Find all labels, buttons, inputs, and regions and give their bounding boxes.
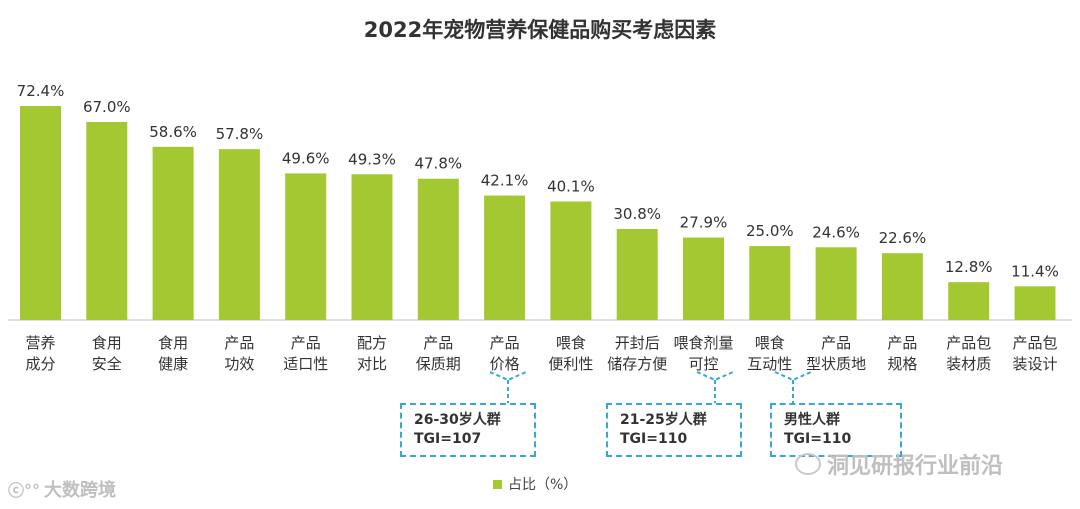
bar [218, 149, 260, 320]
category-label: 喂食 [755, 334, 785, 352]
watermark-logo-icon: ⓒ°° [8, 481, 41, 500]
callout-line2: TGI=107 [414, 431, 482, 447]
bar [749, 246, 791, 320]
data-label: 11.4% [1011, 262, 1059, 280]
category-label: 互动性 [747, 355, 792, 373]
legend-swatch [493, 479, 502, 489]
data-label: 27.9% [680, 214, 728, 232]
category-label: 装材质 [946, 355, 991, 373]
data-label: 40.1% [547, 177, 595, 195]
bar [550, 201, 592, 320]
watermark-right: 洞见研报行业前沿 [795, 448, 1003, 480]
callout-line2: TGI=110 [784, 431, 852, 447]
category-label: 喂食剂量 [673, 334, 733, 352]
category-label: 安全 [92, 355, 122, 373]
bar [484, 195, 526, 320]
category-label: 功效 [224, 355, 254, 373]
bar [683, 237, 724, 320]
callout-male: 男性人群 TGI=110 [770, 403, 902, 457]
bar [351, 174, 393, 320]
wechat-icon [795, 453, 821, 475]
data-label: 47.8% [414, 155, 462, 173]
bar [417, 178, 459, 320]
bar [881, 253, 923, 320]
bar [285, 173, 327, 320]
data-label: 12.8% [945, 258, 993, 276]
bar [1014, 286, 1056, 320]
category-label: 储存方便 [607, 355, 667, 373]
callout-line1: 26-30岁人群 [414, 412, 501, 428]
category-label: 配方 [357, 334, 387, 352]
data-label: 30.8% [613, 205, 661, 223]
chart-title: 2022年宠物营养保健品购买考虑因素 [363, 18, 717, 42]
category-label: 喂食 [556, 334, 586, 352]
callout-pointer [489, 371, 527, 382]
callout-age-26-30: 26-30岁人群 TGI=107 [400, 403, 536, 457]
category-label: 型状质地 [806, 355, 866, 373]
bar [815, 247, 857, 320]
data-label: 49.6% [282, 149, 330, 167]
category-label: 对比 [357, 355, 387, 373]
category-label: 产品 [821, 334, 851, 352]
category-label: 营养 [25, 334, 55, 352]
category-label: 开封后 [615, 334, 660, 352]
bar [152, 146, 194, 320]
callout-age-21-25: 21-25岁人群 TGI=110 [606, 403, 742, 457]
category-label: 健康 [158, 355, 188, 373]
category-label: 产品 [291, 334, 321, 352]
data-label: 72.4% [17, 82, 65, 100]
bar [86, 121, 128, 320]
data-label: 42.1% [481, 172, 529, 190]
data-label: 58.6% [149, 123, 197, 141]
data-label: 25.0% [746, 222, 794, 240]
callout-pointer [696, 371, 734, 382]
category-label: 食用 [92, 334, 122, 352]
category-label: 保质期 [416, 355, 461, 373]
legend: 占比（%） [493, 474, 577, 494]
data-label: 57.8% [216, 125, 264, 143]
category-label: 适口性 [283, 355, 328, 373]
data-label: 22.6% [879, 229, 927, 247]
watermark-left-text: 大数跨境 [44, 480, 117, 501]
data-label: 67.0% [83, 98, 131, 116]
category-label: 价格 [490, 355, 520, 373]
watermark-right-text: 洞见研报行业前沿 [827, 454, 1004, 479]
category-label: 便利性 [548, 355, 593, 373]
category-label: 产品 [224, 334, 254, 352]
category-label: 产品 [423, 334, 453, 352]
callout-line2: TGI=110 [620, 431, 688, 447]
category-label: 规格 [887, 355, 917, 373]
bar [948, 282, 990, 320]
data-label: 24.6% [812, 223, 860, 241]
category-label: 成分 [25, 355, 55, 373]
category-label: 装设计 [1012, 355, 1057, 373]
category-label: 产品 [887, 334, 917, 352]
category-label: 产品 [490, 334, 520, 352]
callout-line1: 男性人群 [784, 412, 840, 428]
category-label: 产品包 [946, 334, 991, 352]
data-label: 49.3% [348, 150, 396, 168]
category-label: 可控 [688, 355, 718, 373]
category-label: 食用 [158, 334, 188, 352]
legend-label: 占比（%） [508, 477, 578, 493]
bar [616, 228, 658, 320]
bar [20, 106, 61, 320]
callout-line1: 21-25岁人群 [620, 412, 707, 428]
watermark-left: ⓒ°° 大数跨境 [8, 476, 116, 502]
category-label: 产品包 [1012, 334, 1057, 352]
callout-pointer [774, 371, 812, 382]
